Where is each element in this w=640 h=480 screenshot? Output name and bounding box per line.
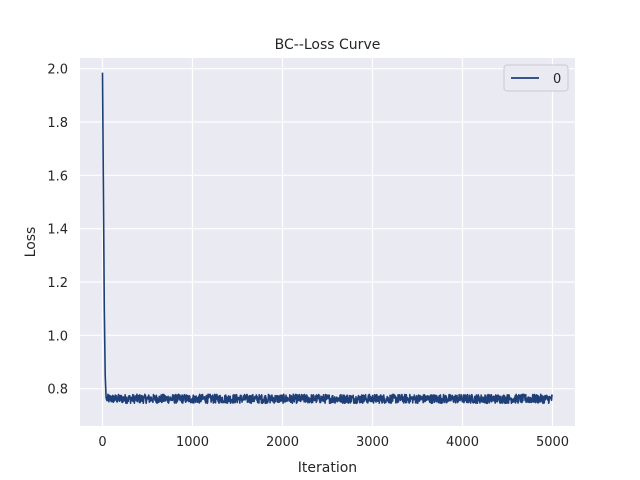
y-tick-label: 1.6 <box>47 169 68 184</box>
grid-lines-x <box>101 58 554 426</box>
x-tick-label: 5000 <box>536 435 569 450</box>
x-tick-label: 0 <box>98 435 106 450</box>
y-tick-label: 1.2 <box>47 276 68 291</box>
plot-background <box>80 58 575 426</box>
x-tick-label: 4000 <box>446 435 479 450</box>
x-tick-label: 3000 <box>356 435 389 450</box>
x-tick-labels: 0 1000 2000 3000 4000 5000 <box>98 435 569 450</box>
chart-title: BC--Loss Curve <box>275 37 381 53</box>
y-tick-label: 1.8 <box>47 116 68 131</box>
legend: 0 <box>503 64 569 92</box>
y-tick-labels: 0.8 1.0 1.2 1.4 1.6 1.8 2.0 <box>47 63 68 398</box>
legend-label-series-0: 0 <box>553 72 561 87</box>
y-tick-label: 1.0 <box>47 329 68 344</box>
y-axis-label: Loss <box>23 227 39 258</box>
y-tick-label: 2.0 <box>47 63 68 78</box>
x-tick-label: 1000 <box>176 435 209 450</box>
x-axis-label: Iteration <box>298 460 357 476</box>
y-tick-label: 1.4 <box>47 223 68 238</box>
x-tick-label: 2000 <box>266 435 299 450</box>
y-tick-label: 0.8 <box>47 383 68 398</box>
series-0-line <box>101 72 553 405</box>
grid-lines-y <box>80 68 575 390</box>
